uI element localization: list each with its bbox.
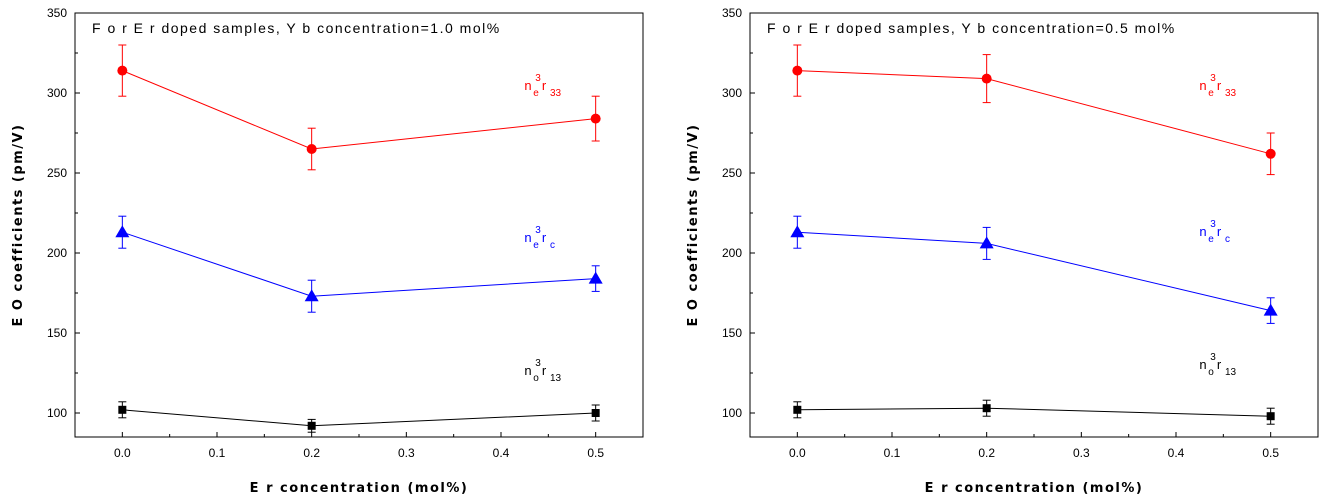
series-label-base: n [1199, 224, 1206, 239]
series-label-sub: e [1208, 88, 1214, 99]
x-tick-label: 0.0 [789, 446, 806, 460]
series-label-sup: 3 [535, 358, 541, 369]
y-tick-label: 350 [722, 6, 742, 20]
y-tick-label: 250 [722, 166, 742, 180]
y-axis-title: E O coefficients (pm/V) [686, 124, 701, 327]
series-label-sup: 3 [1210, 219, 1216, 230]
series-line [797, 231, 1271, 312]
data-point [118, 405, 127, 414]
x-tick-label: 0.3 [398, 446, 415, 460]
chart-panel-2: 100 150 200 250 300 350 0.0 0.1 0.2 0.3 0.4 0.5 E r … [686, 6, 1319, 496]
x-axis-title: E r concentration (mol%) [925, 481, 1144, 496]
x-tick-label: 0.2 [978, 446, 995, 460]
series-label-sub: 13 [1225, 367, 1237, 378]
x-tick-label: 0.1 [884, 446, 901, 460]
series-line [797, 407, 1271, 417]
x-axis-title: E r concentration (mol%) [250, 481, 469, 496]
y-tick-label: 300 [722, 86, 742, 100]
x-tick-label: 0.3 [1073, 446, 1090, 460]
x-tick-label: 0.1 [209, 446, 226, 460]
panel-title: F o r E r doped samples, Y b concentrati… [92, 20, 501, 36]
series-label-base: n [1199, 78, 1206, 93]
chart-panel-1: 100 150 200 250 300 350 0.0 0.1 0.2 0.3 0.4 0.5 E r … [11, 6, 644, 496]
data-point [1263, 303, 1278, 316]
series-label-mid: r [1217, 357, 1222, 372]
data-point [981, 73, 992, 84]
series-label: n 3 erc [524, 225, 555, 251]
series-label-sub: 33 [1225, 88, 1237, 99]
series-label-sub: o [1208, 367, 1214, 378]
data-point [982, 404, 991, 413]
series-label-sup: 3 [1210, 352, 1216, 363]
series-label-sup: 3 [1210, 73, 1216, 84]
series-label-sub: o [533, 373, 539, 384]
series-line [122, 409, 596, 427]
series-label-sub: c [1225, 234, 1230, 245]
y-tick-label: 200 [722, 246, 742, 260]
series-label-mid: r [542, 230, 547, 245]
series-2: n 3 erc [115, 215, 603, 313]
data-point [793, 405, 802, 414]
series-label-sup: 3 [535, 73, 541, 84]
y-tick-label: 150 [722, 326, 742, 340]
data-point [792, 65, 803, 76]
series-label-mid: r [542, 78, 547, 93]
series-label-sup: 3 [535, 225, 541, 236]
series-label: n 3 erc [1199, 219, 1230, 245]
series-label-mid: r [1217, 78, 1222, 93]
series-label-sub: c [550, 240, 555, 251]
x-tick-label: 0.0 [114, 446, 131, 460]
x-tick-label: 0.4 [493, 446, 510, 460]
series-2: n 3 erc [790, 215, 1278, 324]
series-label-base: n [524, 78, 531, 93]
y-axis-title: E O coefficients (pm/V) [11, 124, 26, 327]
data-point [304, 289, 319, 302]
data-point [307, 421, 316, 430]
y-tick-label: 200 [47, 246, 67, 260]
data-point [790, 225, 805, 238]
data-point [979, 236, 994, 249]
y-tick-label: 150 [47, 326, 67, 340]
series-label-sub: e [533, 88, 539, 99]
y-tick-label: 100 [722, 406, 742, 420]
data-point [588, 271, 603, 284]
series-label-base: n [524, 363, 531, 378]
series-label-sub: e [1208, 234, 1214, 245]
panel-title: F o r E r doped samples, Y b concentrati… [767, 20, 1176, 36]
series-label-mid: r [542, 363, 547, 378]
y-tick-label: 100 [47, 406, 67, 420]
x-tick-label: 0.5 [587, 446, 604, 460]
x-tick-label: 0.5 [1262, 446, 1279, 460]
data-point [1265, 148, 1276, 159]
y-tick-label: 250 [47, 166, 67, 180]
y-tick-label: 350 [47, 6, 67, 20]
series-label-mid: r [1217, 224, 1222, 239]
data-point [590, 113, 601, 124]
x-tick-label: 0.4 [1168, 446, 1185, 460]
y-tick-label: 300 [47, 86, 67, 100]
x-tick-label: 0.2 [303, 446, 320, 460]
data-point [306, 144, 317, 154]
series-label-sub: 13 [550, 373, 562, 384]
series-label-sub: 33 [550, 88, 562, 99]
series-label-base: n [1199, 357, 1206, 372]
data-point [591, 409, 600, 417]
data-point [1266, 412, 1275, 421]
data-point [115, 225, 130, 238]
series-label-base: n [524, 230, 531, 245]
data-point [117, 65, 128, 76]
series-label-sub: e [533, 240, 539, 251]
